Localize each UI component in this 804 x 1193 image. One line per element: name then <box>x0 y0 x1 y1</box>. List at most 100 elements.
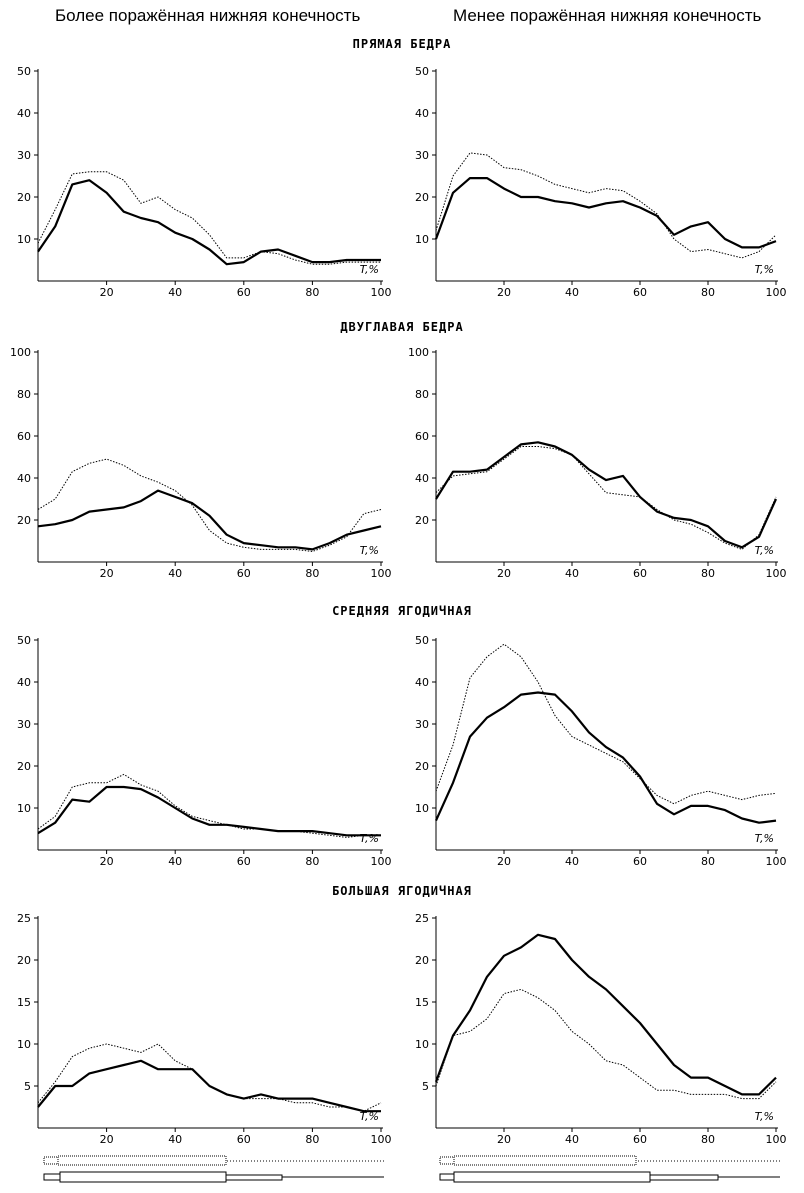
x-tick-label: 60 <box>237 855 251 868</box>
series-dotted-line <box>37 458 382 552</box>
x-tick-label: 100 <box>371 567 392 580</box>
phase-segment <box>439 1173 455 1181</box>
section-title-gluteus-medius: СРЕДНЯЯ ЯГОДИЧНАЯ <box>332 604 472 618</box>
chart-biceps-femoris-affected: 20 40 60 80 100 20 40 60 80 100 T,% <box>10 346 392 580</box>
x-tick-label: 40 <box>168 286 182 299</box>
chart-gluteus-medius-affected: 10 20 30 40 50 20 40 60 80 100 T,% <box>17 634 392 868</box>
phase-segment <box>43 1173 61 1181</box>
x-tick-label: 80 <box>305 1133 319 1146</box>
x-axis-label: T,% <box>360 832 379 845</box>
y-tick-label: 40 <box>17 107 31 120</box>
charts-layer: 10 20 30 40 50 20 40 60 80 100 T,% 10 20 30 40 50 20 40 60… <box>10 65 787 1146</box>
y-tick-label: 40 <box>415 472 429 485</box>
x-axis-label: T,% <box>755 1110 774 1123</box>
series-solid-line <box>434 933 777 1096</box>
x-tick-label: 100 <box>371 855 392 868</box>
series-dotted-line <box>435 643 777 805</box>
series-dotted-line <box>37 171 381 265</box>
x-tick-label: 100 <box>371 1133 392 1146</box>
x-tick-label: 40 <box>168 1133 182 1146</box>
phase-segment <box>225 1174 283 1181</box>
x-tick-label: 100 <box>766 286 787 299</box>
x-tick-label: 20 <box>497 286 511 299</box>
series-solid-line <box>434 177 777 249</box>
series-dotted-line <box>37 1043 382 1112</box>
phase-bar-left <box>43 1155 384 1183</box>
x-axis-label: T,% <box>755 544 774 557</box>
x-tick-label: 80 <box>701 286 715 299</box>
y-tick-label: 60 <box>17 430 31 443</box>
y-tick-label: 15 <box>17 996 31 1009</box>
phase-segment <box>59 1171 227 1183</box>
x-tick-label: 40 <box>565 286 579 299</box>
x-tick-label: 40 <box>565 855 579 868</box>
x-tick-label: 60 <box>633 1133 647 1146</box>
y-tick-label: 20 <box>17 760 31 773</box>
series-dotted-line <box>435 152 777 259</box>
y-tick-label: 5 <box>24 1080 31 1093</box>
y-tick-label: 25 <box>415 912 429 925</box>
y-tick-label: 50 <box>415 65 429 78</box>
y-tick-label: 40 <box>17 472 31 485</box>
x-tick-label: 20 <box>100 286 114 299</box>
y-tick-label: 30 <box>415 149 429 162</box>
x-axis-label: T,% <box>755 832 774 845</box>
series-solid-line <box>435 441 778 549</box>
y-tick-label: 20 <box>415 514 429 527</box>
x-axis-label: T,% <box>360 544 379 557</box>
x-tick-label: 60 <box>237 1133 251 1146</box>
x-tick-label: 80 <box>305 286 319 299</box>
y-tick-label: 50 <box>415 634 429 647</box>
x-tick-label: 80 <box>305 567 319 580</box>
x-tick-label: 40 <box>168 855 182 868</box>
series-solid-line <box>37 179 381 266</box>
y-tick-label: 15 <box>415 996 429 1009</box>
x-tick-label: 100 <box>766 567 787 580</box>
y-tick-label: 50 <box>17 65 31 78</box>
x-tick-label: 60 <box>237 567 251 580</box>
x-tick-label: 20 <box>100 1133 114 1146</box>
y-tick-label: 50 <box>17 634 31 647</box>
x-tick-label: 100 <box>766 855 787 868</box>
x-tick-label: 100 <box>371 286 392 299</box>
y-tick-label: 30 <box>17 149 31 162</box>
series-solid-line <box>37 1059 381 1113</box>
x-tick-label: 60 <box>633 855 647 868</box>
chart-gluteus-maximus-less-affected: 5 10 15 20 25 20 40 60 80 100 T,% <box>415 912 787 1146</box>
x-tick-label: 20 <box>497 855 511 868</box>
y-tick-label: 20 <box>17 954 31 967</box>
chart-biceps-femoris-less-affected: 20 40 60 80 100 20 40 60 80 100 T,% <box>408 346 787 580</box>
y-tick-label: 10 <box>17 1038 31 1051</box>
y-tick-label: 10 <box>415 1038 429 1051</box>
x-tick-label: 80 <box>701 1133 715 1146</box>
x-axis-label: T,% <box>360 1110 379 1123</box>
x-tick-label: 20 <box>497 1133 511 1146</box>
chart-rectus-femoris-less-affected: 10 20 30 40 50 20 40 60 80 100 T,% <box>415 65 787 299</box>
y-tick-label: 10 <box>415 233 429 246</box>
phase-bar-right <box>439 1155 780 1183</box>
x-axis-label: T,% <box>755 263 774 276</box>
chart-rectus-femoris-affected: 10 20 30 40 50 20 40 60 80 100 T,% <box>17 65 392 299</box>
x-tick-label: 80 <box>701 855 715 868</box>
y-tick-label: 20 <box>415 954 429 967</box>
x-axis-label: T,% <box>360 263 379 276</box>
section-title-rectus-femoris: ПРЯМАЯ БЕДРА <box>352 37 452 51</box>
series-dotted-line <box>37 773 381 838</box>
y-tick-label: 40 <box>17 676 31 689</box>
x-tick-label: 80 <box>701 567 715 580</box>
y-tick-label: 5 <box>422 1080 429 1093</box>
series-solid-line <box>434 691 777 824</box>
chart-gluteus-medius-less-affected: 10 20 30 40 50 20 40 60 80 100 T,% <box>415 634 787 868</box>
y-tick-label: 30 <box>17 718 31 731</box>
phase-segment <box>649 1174 719 1181</box>
series-dotted-line <box>435 988 777 1100</box>
chart-gluteus-maximus-affected: 5 10 15 20 25 20 40 60 80 100 T,% <box>17 912 392 1146</box>
x-tick-label: 40 <box>168 567 182 580</box>
y-tick-label: 10 <box>17 802 31 815</box>
y-tick-label: 40 <box>415 676 429 689</box>
y-tick-label: 20 <box>415 191 429 204</box>
x-tick-label: 20 <box>100 567 114 580</box>
y-tick-label: 10 <box>17 233 31 246</box>
x-tick-label: 20 <box>100 855 114 868</box>
